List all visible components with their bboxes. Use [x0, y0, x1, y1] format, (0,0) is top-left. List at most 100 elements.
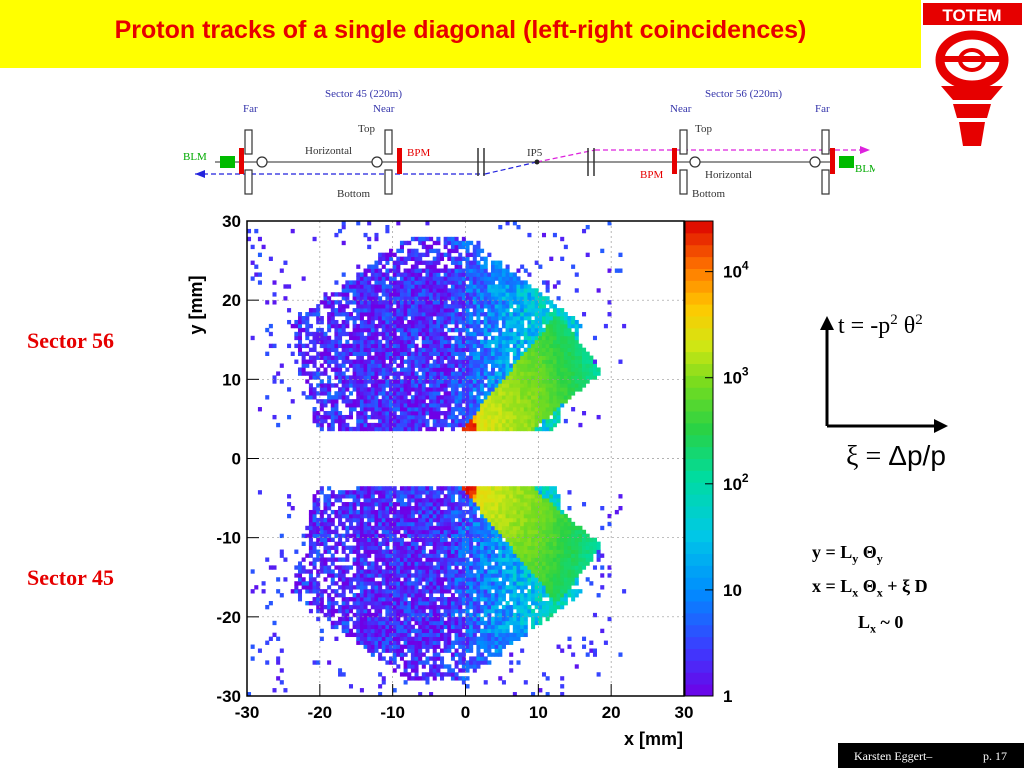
heatmap-cell [392, 300, 397, 305]
heatmap-cell [374, 557, 379, 562]
heatmap-cell [520, 288, 525, 293]
heatmap-cell [523, 537, 528, 543]
heatmap-cell [370, 399, 375, 404]
heatmap-cell [516, 418, 521, 424]
heatmap-cell [399, 632, 404, 638]
heatmap-cell [421, 252, 426, 258]
heatmap-cell [429, 387, 434, 392]
heatmap-cell [527, 426, 532, 432]
heatmap-cell [450, 498, 455, 503]
heatmap-cell [469, 494, 474, 499]
heatmap-cell [414, 593, 419, 598]
heatmap-cell [381, 292, 386, 297]
heatmap-cell [370, 335, 375, 341]
heatmap-cell [374, 612, 379, 618]
heatmap-cell [512, 272, 517, 277]
heatmap-cell [323, 612, 328, 618]
heatmap-cell [450, 494, 455, 499]
heatmap-cell [480, 660, 485, 665]
heatmap-cell [381, 553, 386, 558]
heatmap-cell [378, 284, 383, 289]
heatmap-cell [509, 620, 514, 626]
heatmap-cell [476, 355, 481, 360]
heatmap-cell [432, 490, 437, 495]
heatmap-cell [283, 260, 288, 265]
heatmap-cell [440, 533, 445, 539]
heatmap-cell [319, 597, 324, 602]
heatmap-cell [520, 383, 525, 388]
heatmap-cell [297, 569, 303, 574]
heatmap-cell [392, 312, 397, 317]
heatmap-cell [465, 391, 470, 396]
heatmap-cell [436, 498, 441, 503]
heatmap-cell [370, 628, 375, 634]
heatmap-cell [250, 260, 255, 265]
heatmap-cell [363, 628, 368, 634]
heatmap-cell [399, 620, 404, 626]
heatmap-cell [501, 371, 506, 376]
heatmap-cell [501, 620, 506, 626]
heatmap-cell [483, 585, 488, 590]
heatmap-cell [385, 371, 390, 376]
heatmap-cell [490, 292, 496, 297]
heatmap-cell [429, 565, 434, 570]
heatmap-cell [301, 585, 306, 590]
heatmap-cell [385, 331, 390, 337]
heatmap-cell [407, 347, 412, 353]
heatmap-cell [523, 347, 528, 353]
heatmap-cell [348, 403, 354, 408]
heatmap-cell [501, 375, 506, 380]
heatmap-cell [316, 509, 321, 515]
heatmap-cell [341, 359, 346, 364]
heatmap-cell [520, 343, 525, 349]
heatmap-cell [436, 395, 441, 400]
heatmap-cell [348, 426, 354, 432]
heatmap-cell [378, 367, 383, 372]
heatmap-cell [520, 367, 525, 372]
heatmap-cell [378, 260, 383, 265]
heatmap-cell [287, 308, 292, 313]
heatmap-cell [531, 343, 536, 349]
heatmap-cell [385, 319, 390, 325]
heatmap-cell [531, 383, 536, 388]
heatmap-cell [370, 407, 375, 412]
heatmap-cell [385, 292, 390, 297]
heatmap-cell [440, 323, 445, 329]
heatmap-cell [265, 395, 270, 400]
heatmap-cell [345, 553, 350, 558]
heatmap-cell [472, 414, 477, 420]
heatmap-cell [538, 426, 543, 432]
heatmap-cell [421, 486, 426, 491]
heatmap-cell [334, 608, 339, 614]
heatmap-cell [490, 601, 496, 606]
heatmap-cell [527, 569, 532, 574]
heatmap-cell [429, 533, 434, 539]
heatmap-cell [414, 379, 419, 384]
heatmap-cell [414, 395, 419, 400]
heatmap-cell [403, 624, 408, 630]
heatmap-cell [531, 589, 536, 594]
heatmap-cell [469, 664, 474, 669]
heatmap-cell [381, 529, 386, 535]
heatmap-cell [323, 335, 328, 341]
heatmap-cell [469, 553, 474, 558]
heatmap-cell [527, 375, 532, 380]
heatmap-cell [480, 581, 485, 586]
heatmap-cell [534, 371, 539, 376]
heatmap-cell [399, 276, 404, 281]
heatmap-cell [429, 347, 434, 353]
heatmap-cell [389, 288, 394, 293]
heatmap-cell [516, 573, 521, 578]
heatmap-cell [534, 513, 539, 519]
heatmap-cell [327, 597, 332, 602]
heatmap-cell [516, 490, 521, 495]
heatmap-cell [374, 521, 379, 527]
heatmap-cell [356, 565, 361, 570]
heatmap-cell [447, 513, 452, 519]
heatmap-cell [338, 418, 343, 424]
heatmap-cell [458, 569, 463, 574]
heatmap-cell [494, 636, 499, 641]
heatmap-cell [454, 509, 459, 515]
heatmap-cell [534, 312, 539, 317]
